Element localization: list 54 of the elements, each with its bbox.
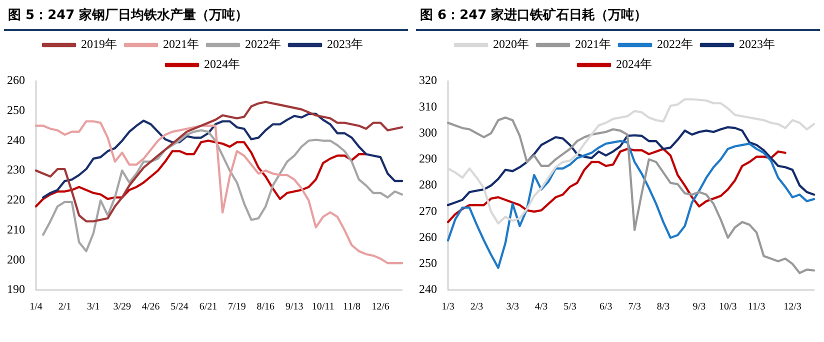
legend-label: 2021年 bbox=[163, 37, 199, 52]
x-tick-label: 10/3 bbox=[718, 302, 737, 313]
x-tick-label: 3/3 bbox=[506, 302, 519, 313]
y-tick-label: 230 bbox=[7, 162, 25, 177]
x-tick-label: 10/11 bbox=[312, 302, 334, 313]
x-tick-label: 4/3 bbox=[534, 302, 548, 313]
y-tick-label: 200 bbox=[7, 252, 25, 266]
y-tick-label: 300 bbox=[419, 125, 437, 140]
y-tick-label: 190 bbox=[7, 282, 25, 296]
x-tick-label: 12/6 bbox=[372, 302, 390, 313]
y-tick-label: 240 bbox=[419, 282, 437, 296]
x-tick-label: 6/3 bbox=[599, 302, 612, 313]
y-tick-label: 260 bbox=[419, 230, 437, 244]
x-tick-label: 9/13 bbox=[285, 302, 304, 313]
y-tick-label: 260 bbox=[7, 73, 25, 88]
x-tick-label: 8/16 bbox=[256, 302, 275, 313]
x-tick-label: 3/1 bbox=[87, 302, 100, 313]
y-tick-label: 220 bbox=[7, 192, 25, 207]
x-tick-label: 12/3 bbox=[784, 302, 802, 313]
legend-label: 2020年 bbox=[493, 37, 529, 52]
legend-label: 2023年 bbox=[327, 37, 363, 52]
legend-label: 2023年 bbox=[739, 37, 775, 52]
chart-title: 图 5：247 家钢厂日均铁水产量（万吨） bbox=[4, 0, 408, 31]
x-tick-label: 1/4 bbox=[30, 302, 42, 313]
x-tick-label: 11/3 bbox=[748, 302, 766, 313]
legend-label: 2021年 bbox=[575, 37, 611, 52]
y-tick-label: 270 bbox=[419, 204, 437, 218]
legend-label: 2024年 bbox=[204, 57, 240, 72]
y-tick-label: 310 bbox=[419, 99, 437, 114]
x-tick-label: 3/29 bbox=[113, 302, 132, 313]
y-tick-label: 210 bbox=[7, 222, 25, 236]
x-tick-label: 2/1 bbox=[58, 302, 72, 313]
x-tick-label: 7/3 bbox=[628, 302, 641, 313]
x-tick-label: 11/8 bbox=[343, 302, 360, 313]
y-tick-label: 250 bbox=[419, 256, 437, 270]
chart-title: 图 6：247 家进口铁矿石日耗（万吨） bbox=[416, 0, 820, 31]
x-tick-label: 4/26 bbox=[142, 302, 160, 313]
x-tick-label: 8/3 bbox=[656, 302, 670, 313]
x-tick-label: 5/3 bbox=[564, 302, 576, 313]
x-tick-label: 5/24 bbox=[170, 302, 188, 313]
x-tick-label: 2/3 bbox=[470, 302, 484, 313]
legend-label: 2024年 bbox=[616, 57, 652, 72]
x-tick-label: 6/21 bbox=[199, 302, 218, 313]
x-tick-label: 1/3 bbox=[442, 302, 454, 313]
y-tick-label: 240 bbox=[7, 132, 25, 147]
y-tick-label: 320 bbox=[419, 73, 437, 88]
y-tick-label: 290 bbox=[419, 152, 437, 166]
x-tick-label: 9/3 bbox=[692, 302, 706, 313]
y-tick-label: 280 bbox=[419, 178, 437, 192]
y-tick-label: 250 bbox=[7, 103, 25, 118]
x-tick-label: 7/19 bbox=[228, 302, 246, 313]
legend-label: 2022年 bbox=[657, 37, 693, 52]
legend-label: 2022年 bbox=[245, 37, 281, 52]
legend-label: 2019年 bbox=[81, 37, 117, 52]
